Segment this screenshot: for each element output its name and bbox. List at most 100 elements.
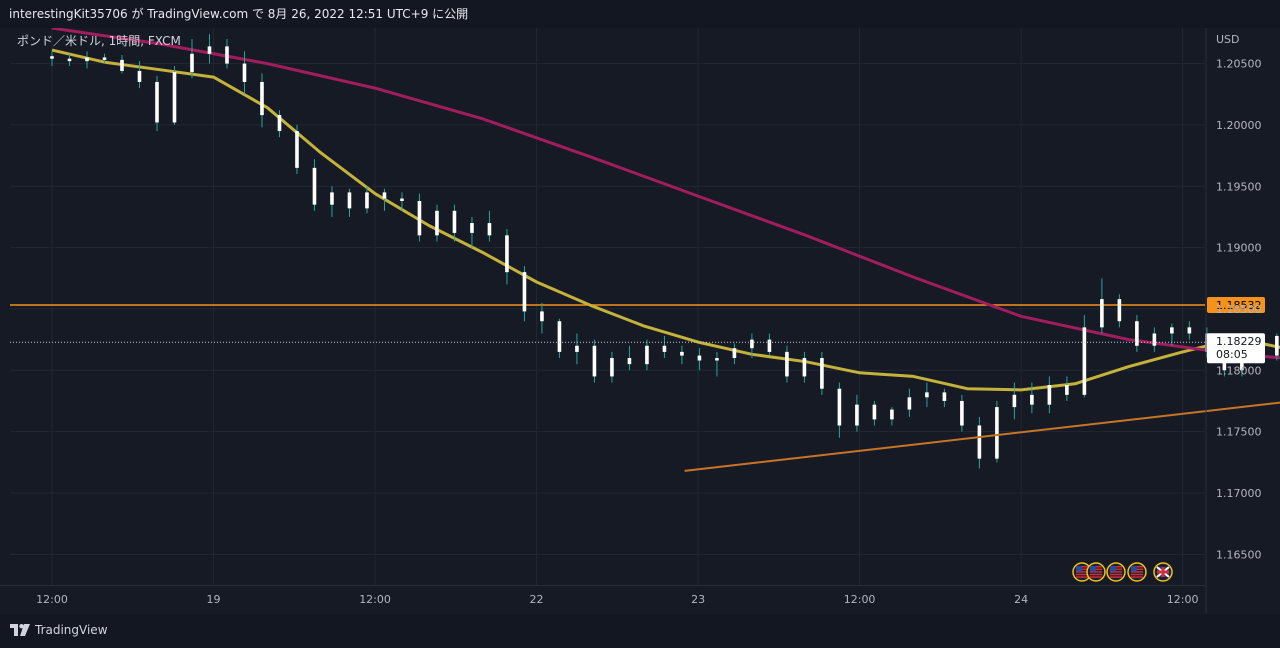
flag-stripe: [1076, 576, 1088, 578]
candle-body: [1100, 299, 1104, 328]
candle-body: [260, 81, 264, 116]
candle-body: [627, 358, 632, 365]
flag-cross-h: [1157, 570, 1169, 574]
candle-body: [522, 272, 527, 312]
candle-body: [347, 192, 352, 209]
candle-body: [1187, 327, 1192, 334]
candle-body: [1135, 321, 1139, 346]
candle-body: [295, 131, 299, 168]
candle-body: [1030, 394, 1034, 405]
candle-body: [1170, 327, 1174, 334]
candle-body: [610, 358, 614, 377]
candle-body: [50, 56, 54, 59]
flag-stripe: [1110, 576, 1122, 578]
trendline-support: [684, 401, 1280, 472]
candle-body: [1205, 333, 1209, 352]
candle-body: [1082, 327, 1087, 395]
candle-body: [837, 388, 842, 426]
candle-body: [820, 358, 824, 389]
time-tick-label: 12:00: [1167, 593, 1199, 606]
candle-body: [85, 57, 89, 62]
candle-body: [925, 392, 929, 398]
candle-body: [470, 223, 474, 233]
price-tick-label: 1.16500: [1216, 548, 1262, 561]
candle-body: [102, 57, 107, 60]
flag-stripe: [1076, 571, 1088, 573]
flag-canton: [1076, 566, 1082, 572]
candle-body: [732, 348, 737, 359]
candle-body: [312, 167, 317, 205]
candle-body: [365, 192, 369, 209]
flag-stripe: [1110, 573, 1122, 576]
last-price-tag: [1207, 333, 1265, 364]
candle-body: [995, 407, 999, 459]
candle-body: [662, 345, 667, 352]
time-tick-label: 19: [207, 593, 221, 606]
candle-body: [1065, 385, 1069, 395]
price-tick-label: 1.19500: [1216, 180, 1262, 193]
chart-grid: [10, 28, 1205, 585]
countdown-label: 08:05: [1216, 348, 1248, 361]
candle-body: [907, 397, 912, 410]
last-price-label: 1.18229: [1216, 335, 1262, 348]
candle-body: [330, 192, 334, 205]
candle-body: [1012, 394, 1017, 408]
footer-bar: [0, 614, 1280, 648]
candle-body: [977, 425, 982, 459]
candle-body: [890, 409, 894, 420]
tradingview-logo-icon: [10, 624, 30, 636]
moving-average-layer: [51, 28, 1280, 392]
event-flags: [1072, 562, 1173, 582]
resistance-price-tag: [1207, 297, 1265, 314]
flag-canton: [1090, 566, 1096, 572]
candle-body: [960, 400, 964, 426]
flag-stripe: [1131, 576, 1143, 578]
candle-body: [540, 311, 544, 322]
candle-body: [382, 192, 387, 199]
candle-body: [172, 72, 177, 123]
ma-fast-line: [51, 48, 1280, 392]
symbol-legend[interactable]: ポンド／米ドル, 1時間, FXCM: [17, 34, 181, 48]
price-tick-label: 1.20500: [1216, 58, 1262, 71]
time-tick-label: 24: [1014, 593, 1028, 606]
candle-body: [277, 115, 282, 132]
candle-body: [697, 355, 702, 361]
price-tick-label: 1.20000: [1216, 119, 1262, 132]
candle-body: [487, 223, 492, 236]
candle-body: [802, 358, 807, 377]
time-tick-label: 12:00: [844, 593, 876, 606]
flag-stripe: [1110, 571, 1122, 573]
candle-body: [1152, 333, 1157, 346]
candle-body: [155, 81, 159, 123]
candle-body: [435, 210, 439, 236]
chart-area[interactable]: 1.18532 1.18229 08:05 USD 1.20500 1.20000 1.…: [0, 28, 1280, 614]
candle-body: [505, 235, 509, 273]
ma-slow-line: [51, 28, 1280, 360]
candle-body: [645, 345, 649, 365]
currency-label: USD: [1216, 33, 1240, 46]
candle-body: [855, 404, 859, 426]
flag-stripe: [1090, 571, 1102, 573]
tradingview-logo[interactable]: TradingView: [10, 622, 108, 638]
candle-body: [190, 53, 194, 73]
flag-stripe: [1090, 573, 1102, 576]
time-tick-label: 12:00: [36, 593, 68, 606]
candle-body: [575, 345, 579, 352]
price-tick-label: 1.18000: [1216, 364, 1262, 377]
publish-header: interestingKit35706 が TradingView.com で …: [0, 0, 1280, 28]
time-tick-label: 23: [691, 593, 705, 606]
price-tick-label: 1.18500: [1216, 303, 1262, 316]
candle-body: [1117, 299, 1122, 322]
price-tick-label: 1.19000: [1216, 242, 1262, 255]
time-tick-label: 12:00: [359, 593, 391, 606]
trendline-layer: [684, 401, 1280, 472]
candle-body: [592, 345, 597, 377]
candles-layer: [50, 34, 1279, 469]
price-axis: USD 1.20500 1.20000 1.19500 1.19000 1.18500 1.…: [1205, 28, 1262, 614]
candle-body: [452, 210, 457, 233]
candle-body: [67, 58, 72, 62]
price-tick-label: 1.17000: [1216, 487, 1262, 500]
candle-body: [207, 46, 212, 54]
